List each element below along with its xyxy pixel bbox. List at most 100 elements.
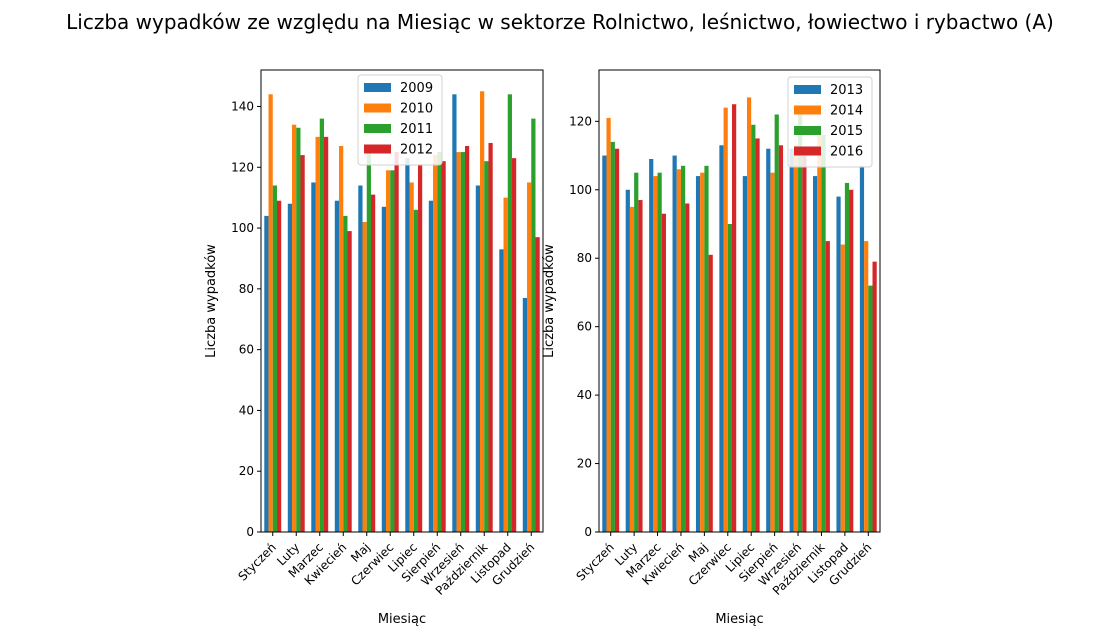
bar-2016-Styczeń <box>614 148 620 532</box>
bar-2014-Marzec <box>653 176 658 532</box>
bar-2010-Grudzień <box>527 182 532 532</box>
bar-2010-Marzec <box>315 136 320 532</box>
bar-2010-Listopad <box>503 197 508 532</box>
bar-2010-Wrzesień <box>456 152 461 532</box>
bar-2016-Czerwiec <box>732 104 737 532</box>
bar-2015-Listopad <box>844 182 850 532</box>
bar-2011-Czerwiec <box>390 170 395 533</box>
bar-2012-Kwiecień <box>347 231 352 532</box>
bar-2014-Czerwiec <box>723 107 728 532</box>
bar-2014-Sierpień <box>770 172 775 533</box>
y-tick-label: 20 <box>239 464 254 478</box>
legend-label-2014: 2014 <box>830 104 863 119</box>
y-tick-label: 40 <box>577 388 592 402</box>
bar-2016-Grudzień <box>872 261 877 532</box>
legend-label-2013: 2013 <box>830 83 863 98</box>
legend-swatch-2011 <box>364 124 391 133</box>
legend-swatch-2016 <box>794 146 821 156</box>
y-tick-label: 120 <box>231 160 254 174</box>
bar-2009-Czerwiec <box>381 206 387 532</box>
bar-2011-Marzec <box>319 118 324 532</box>
bar-2013-Kwiecień <box>672 155 677 532</box>
legend-swatch-2013 <box>794 85 821 94</box>
y-tick-label: 80 <box>239 282 254 296</box>
bar-2015-Luty <box>634 172 639 533</box>
y-tick-label: 0 <box>584 525 592 539</box>
bar-2015-Wrzesień <box>798 107 803 532</box>
bar-2014-Luty <box>629 206 635 532</box>
bar-2014-Maj <box>700 172 705 533</box>
bar-2011-Sierpień <box>437 152 442 532</box>
bar-2015-Styczeń <box>610 141 615 532</box>
legend-box <box>787 76 873 168</box>
legend-label-2012: 2012 <box>400 143 433 158</box>
bar-2013-Sierpień <box>766 148 771 532</box>
bar-2012-Grudzień <box>535 237 540 533</box>
bar-2010-Lipiec <box>409 182 414 532</box>
bar-2010-Czerwiec <box>386 170 391 533</box>
bar-2014-Październik <box>817 128 822 532</box>
bar-2009-Kwiecień <box>334 200 340 532</box>
bar-2010-Kwiecień <box>339 145 344 533</box>
legend-swatch-2014 <box>794 105 821 115</box>
bar-2016-Marzec <box>661 213 666 533</box>
bar-2009-Sierpień <box>428 200 434 532</box>
bar-2015-Październik <box>821 135 826 532</box>
legend-box <box>357 74 443 166</box>
bar-2012-Październik <box>488 142 493 532</box>
axes-frame <box>598 69 881 533</box>
legend-label-2010: 2010 <box>400 102 433 117</box>
y-tick-label: 40 <box>239 403 254 417</box>
bar-2012-Sierpień <box>441 161 446 532</box>
bar-2011-Wrzesień <box>460 152 465 532</box>
bar-2009-Luty <box>287 203 293 533</box>
bar-2011-Listopad <box>507 94 512 532</box>
bar-2016-Wrzesień <box>802 155 807 532</box>
y-axis-label: Liczba wypadków <box>204 244 219 358</box>
bar-2009-Wrzesień <box>452 94 457 532</box>
bar-2012-Lipiec <box>417 164 423 532</box>
bar-2009-Marzec <box>311 182 316 532</box>
legend-swatch-2009 <box>364 83 391 92</box>
bar-2015-Lipiec <box>751 124 756 532</box>
bar-2010-Październik <box>480 91 485 532</box>
y-tick-label: 100 <box>231 221 254 235</box>
x-tick-label: Styczeń <box>573 540 616 583</box>
legend-swatch-2012 <box>364 144 391 154</box>
bar-2015-Czerwiec <box>727 224 732 532</box>
bar-2010-Maj <box>362 221 367 532</box>
bar-2009-Listopad <box>499 249 504 532</box>
bar-2009-Styczeń <box>264 215 269 532</box>
bar-2012-Styczeń <box>276 200 282 532</box>
bar-2011-Luty <box>296 127 301 532</box>
bar-2011-Maj <box>366 152 371 532</box>
x-axis-label: Miesiąc <box>378 612 426 627</box>
bar-2012-Wrzesień <box>464 145 470 533</box>
y-tick-label: 140 <box>231 99 254 113</box>
bar-2015-Kwiecień <box>680 165 686 532</box>
bar-2010-Styczeń <box>268 94 273 532</box>
axes-frame <box>260 69 544 533</box>
legend-label-2011: 2011 <box>400 122 433 137</box>
bar-2013-Styczeń <box>602 155 607 532</box>
bar-2016-Sierpień <box>778 145 784 533</box>
bar-2013-Czerwiec <box>719 145 724 533</box>
bar-2012-Maj <box>370 194 376 532</box>
bar-2014-Listopad <box>840 244 845 532</box>
bar-2011-Kwiecień <box>343 215 348 532</box>
bar-2016-Kwiecień <box>685 203 690 532</box>
bar-2009-Lipiec <box>405 158 410 532</box>
bar-2014-Lipiec <box>746 97 752 532</box>
legend-label-2016: 2016 <box>830 145 863 160</box>
legend-swatch-2015 <box>794 126 821 135</box>
bar-2013-Grudzień <box>859 165 865 532</box>
bar-2013-Lipiec <box>742 176 747 532</box>
bar-2013-Luty <box>625 189 630 532</box>
bar-2011-Styczeń <box>272 185 277 532</box>
y-tick-label: 100 <box>569 183 592 197</box>
bar-2012-Marzec <box>323 136 329 532</box>
y-tick-label: 0 <box>246 525 254 539</box>
bar-2013-Listopad <box>836 196 841 532</box>
legend-swatch-2010 <box>364 103 391 113</box>
bar-2010-Luty <box>292 124 297 533</box>
